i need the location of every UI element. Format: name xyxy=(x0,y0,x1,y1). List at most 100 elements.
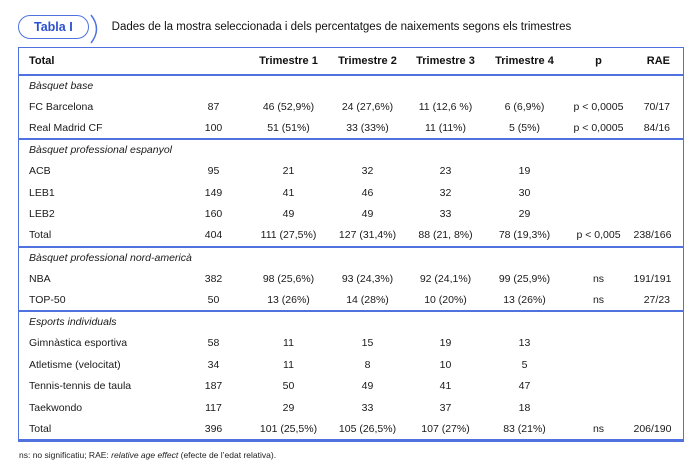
table-cell xyxy=(565,161,633,183)
table-cell: 88 (21, 8%) xyxy=(418,229,473,242)
column-header: Trimestre 4 xyxy=(484,47,565,76)
table-cell: LEB2 xyxy=(29,208,55,221)
column-header: Trimestre 1 xyxy=(248,47,329,76)
table-cell: 19 xyxy=(518,165,531,178)
table-row: Tennis-tennis de taula 187 50 49 41 47 xyxy=(19,376,684,398)
table-caption: Tabla I Dades de la mostra seleccionada … xyxy=(18,13,683,43)
table-header-row: Total Trimestre 1 Trimestre 2 Trimestre 3 Tr… xyxy=(18,47,684,76)
footnote-text: ns: no significatiu; RAE: xyxy=(19,449,112,460)
table-tag-label: Tabla I xyxy=(34,20,73,34)
section-label-row: Bàsquet professional nord-americà xyxy=(19,247,684,269)
column-header: Trimestre 3 xyxy=(406,47,485,76)
table-row: Taekwondo 117 29 33 37 18 xyxy=(19,397,684,419)
table-cell: 15 xyxy=(361,337,374,350)
table-cell xyxy=(565,397,633,419)
table-cell xyxy=(633,376,684,398)
table-cell: 101 (25,5%) xyxy=(259,422,318,435)
table-cell: 99 (25,9%) xyxy=(498,272,551,285)
table-cell: Real Madrid CF xyxy=(29,121,103,134)
table-cell: 160 xyxy=(204,208,223,221)
table-cell: Tennis-tennis de taula xyxy=(29,380,132,393)
section-label-row: Esports individuals xyxy=(19,311,684,333)
table-cell: 78 (19,3%) xyxy=(498,229,551,242)
table-cell: 11 (11%) xyxy=(424,121,467,134)
table-cell xyxy=(633,204,684,226)
table-cell: 18 xyxy=(518,401,531,414)
section-label: Esports individuals xyxy=(29,316,117,329)
table-cell: 41 xyxy=(439,380,452,393)
table-cell: 27/23 xyxy=(643,293,670,306)
table-cell: 14 (28%) xyxy=(346,293,389,306)
table-cell: TOP-50 xyxy=(29,293,66,306)
table-row: Total 404 111 (27,5%) 127 (31,4%) 88 (21, 8%… xyxy=(19,225,684,247)
table-cell: p < 0,005 xyxy=(576,229,621,242)
table-cell: 24 (27,6%) xyxy=(341,100,394,113)
table-title: Dades de la mostra seleccionada i dels p… xyxy=(111,21,572,33)
table-cell xyxy=(633,182,684,204)
table-cell: 13 (26%) xyxy=(267,293,310,306)
table-cell: 33 (33%) xyxy=(346,121,389,134)
table-cell: 83 (21%) xyxy=(503,422,546,435)
table-cell: 49 xyxy=(361,208,374,221)
table-cell: 37 xyxy=(439,401,452,414)
table-cell: 50 xyxy=(282,380,295,393)
table-cell xyxy=(565,204,633,226)
column-header: p xyxy=(564,47,633,76)
table-cell: 29 xyxy=(282,401,295,414)
table-cell: 33 xyxy=(439,208,452,221)
footnote-text: (efecte de l’edat relativa). xyxy=(178,449,277,460)
table-cell: 30 xyxy=(518,186,531,199)
page: Tabla I Dades de la mostra seleccionada … xyxy=(18,13,684,460)
table-cell xyxy=(633,161,684,183)
table-cell: 187 xyxy=(204,380,223,393)
table-cell xyxy=(633,333,684,355)
table-row: LEB1 149 41 46 32 30 xyxy=(19,182,684,204)
table-row: Total 396 101 (25,5%) 105 (26,5%) 107 (27%) 8… xyxy=(19,419,684,441)
table-cell: Taekwondo xyxy=(29,401,83,414)
table-cell: 98 (25,6%) xyxy=(262,272,315,285)
table-cell: 95 xyxy=(207,165,220,178)
table-cell: 11 xyxy=(283,358,294,371)
table-section: Bàsquet professional nord-americà NBA 382 9… xyxy=(18,246,684,312)
table-cell: Total xyxy=(29,422,52,435)
table-cell: Atletisme (velocitat) xyxy=(29,358,121,371)
table-cell: 93 (24,3%) xyxy=(341,272,394,285)
table-cell: 47 xyxy=(518,380,531,393)
column-header: Total xyxy=(18,47,179,76)
table-cell: 107 (27%) xyxy=(421,422,470,435)
table-cell: 70/17 xyxy=(643,100,670,113)
table-cell: 206/190 xyxy=(633,422,672,435)
table-cell xyxy=(565,182,633,204)
table-cell xyxy=(633,397,684,419)
table-cell: 46 (52,9%) xyxy=(262,100,315,113)
table-cell xyxy=(565,354,633,376)
table-cell: 5 xyxy=(521,358,528,371)
table-cell: ns xyxy=(592,422,605,435)
table-cell: 100 xyxy=(204,121,223,134)
table-cell: 10 (20%) xyxy=(424,293,467,306)
table-cell: 84/16 xyxy=(643,121,670,134)
table-cell: 51 (51%) xyxy=(267,121,310,134)
table-cell: 149 xyxy=(204,186,223,199)
table-cell xyxy=(565,376,633,398)
table-cell: 49 xyxy=(282,208,295,221)
table-cell: p < 0,0005 xyxy=(573,100,624,113)
table-cell: 6 (6,9%) xyxy=(504,100,545,113)
section-label: Bàsquet professional nord-americà xyxy=(29,251,192,264)
table-cell: 49 xyxy=(361,380,374,393)
table-cell: 21 xyxy=(282,165,295,178)
table-row: ACB 95 21 32 23 19 xyxy=(19,161,684,183)
section-label-row: Bàsquet base xyxy=(19,75,684,97)
data-table: Total Trimestre 1 Trimestre 2 Trimestre 3 Tr… xyxy=(18,47,684,442)
table-cell: 11 xyxy=(283,337,294,350)
table-cell: 8 xyxy=(364,358,371,371)
table-cell: 117 xyxy=(205,401,222,414)
table-cell: p < 0,0005 xyxy=(573,121,624,134)
table-cell: 29 xyxy=(518,208,531,221)
column-header: RAE xyxy=(632,47,684,76)
table-cell: 19 xyxy=(439,337,452,350)
table-cell: 10 xyxy=(439,358,452,371)
table-tag-pill: Tabla I xyxy=(18,15,89,39)
table-section: Esports individuals Gimnàstica esportiva 5… xyxy=(18,311,684,441)
table-cell: 111 (27,5%) xyxy=(260,229,317,242)
